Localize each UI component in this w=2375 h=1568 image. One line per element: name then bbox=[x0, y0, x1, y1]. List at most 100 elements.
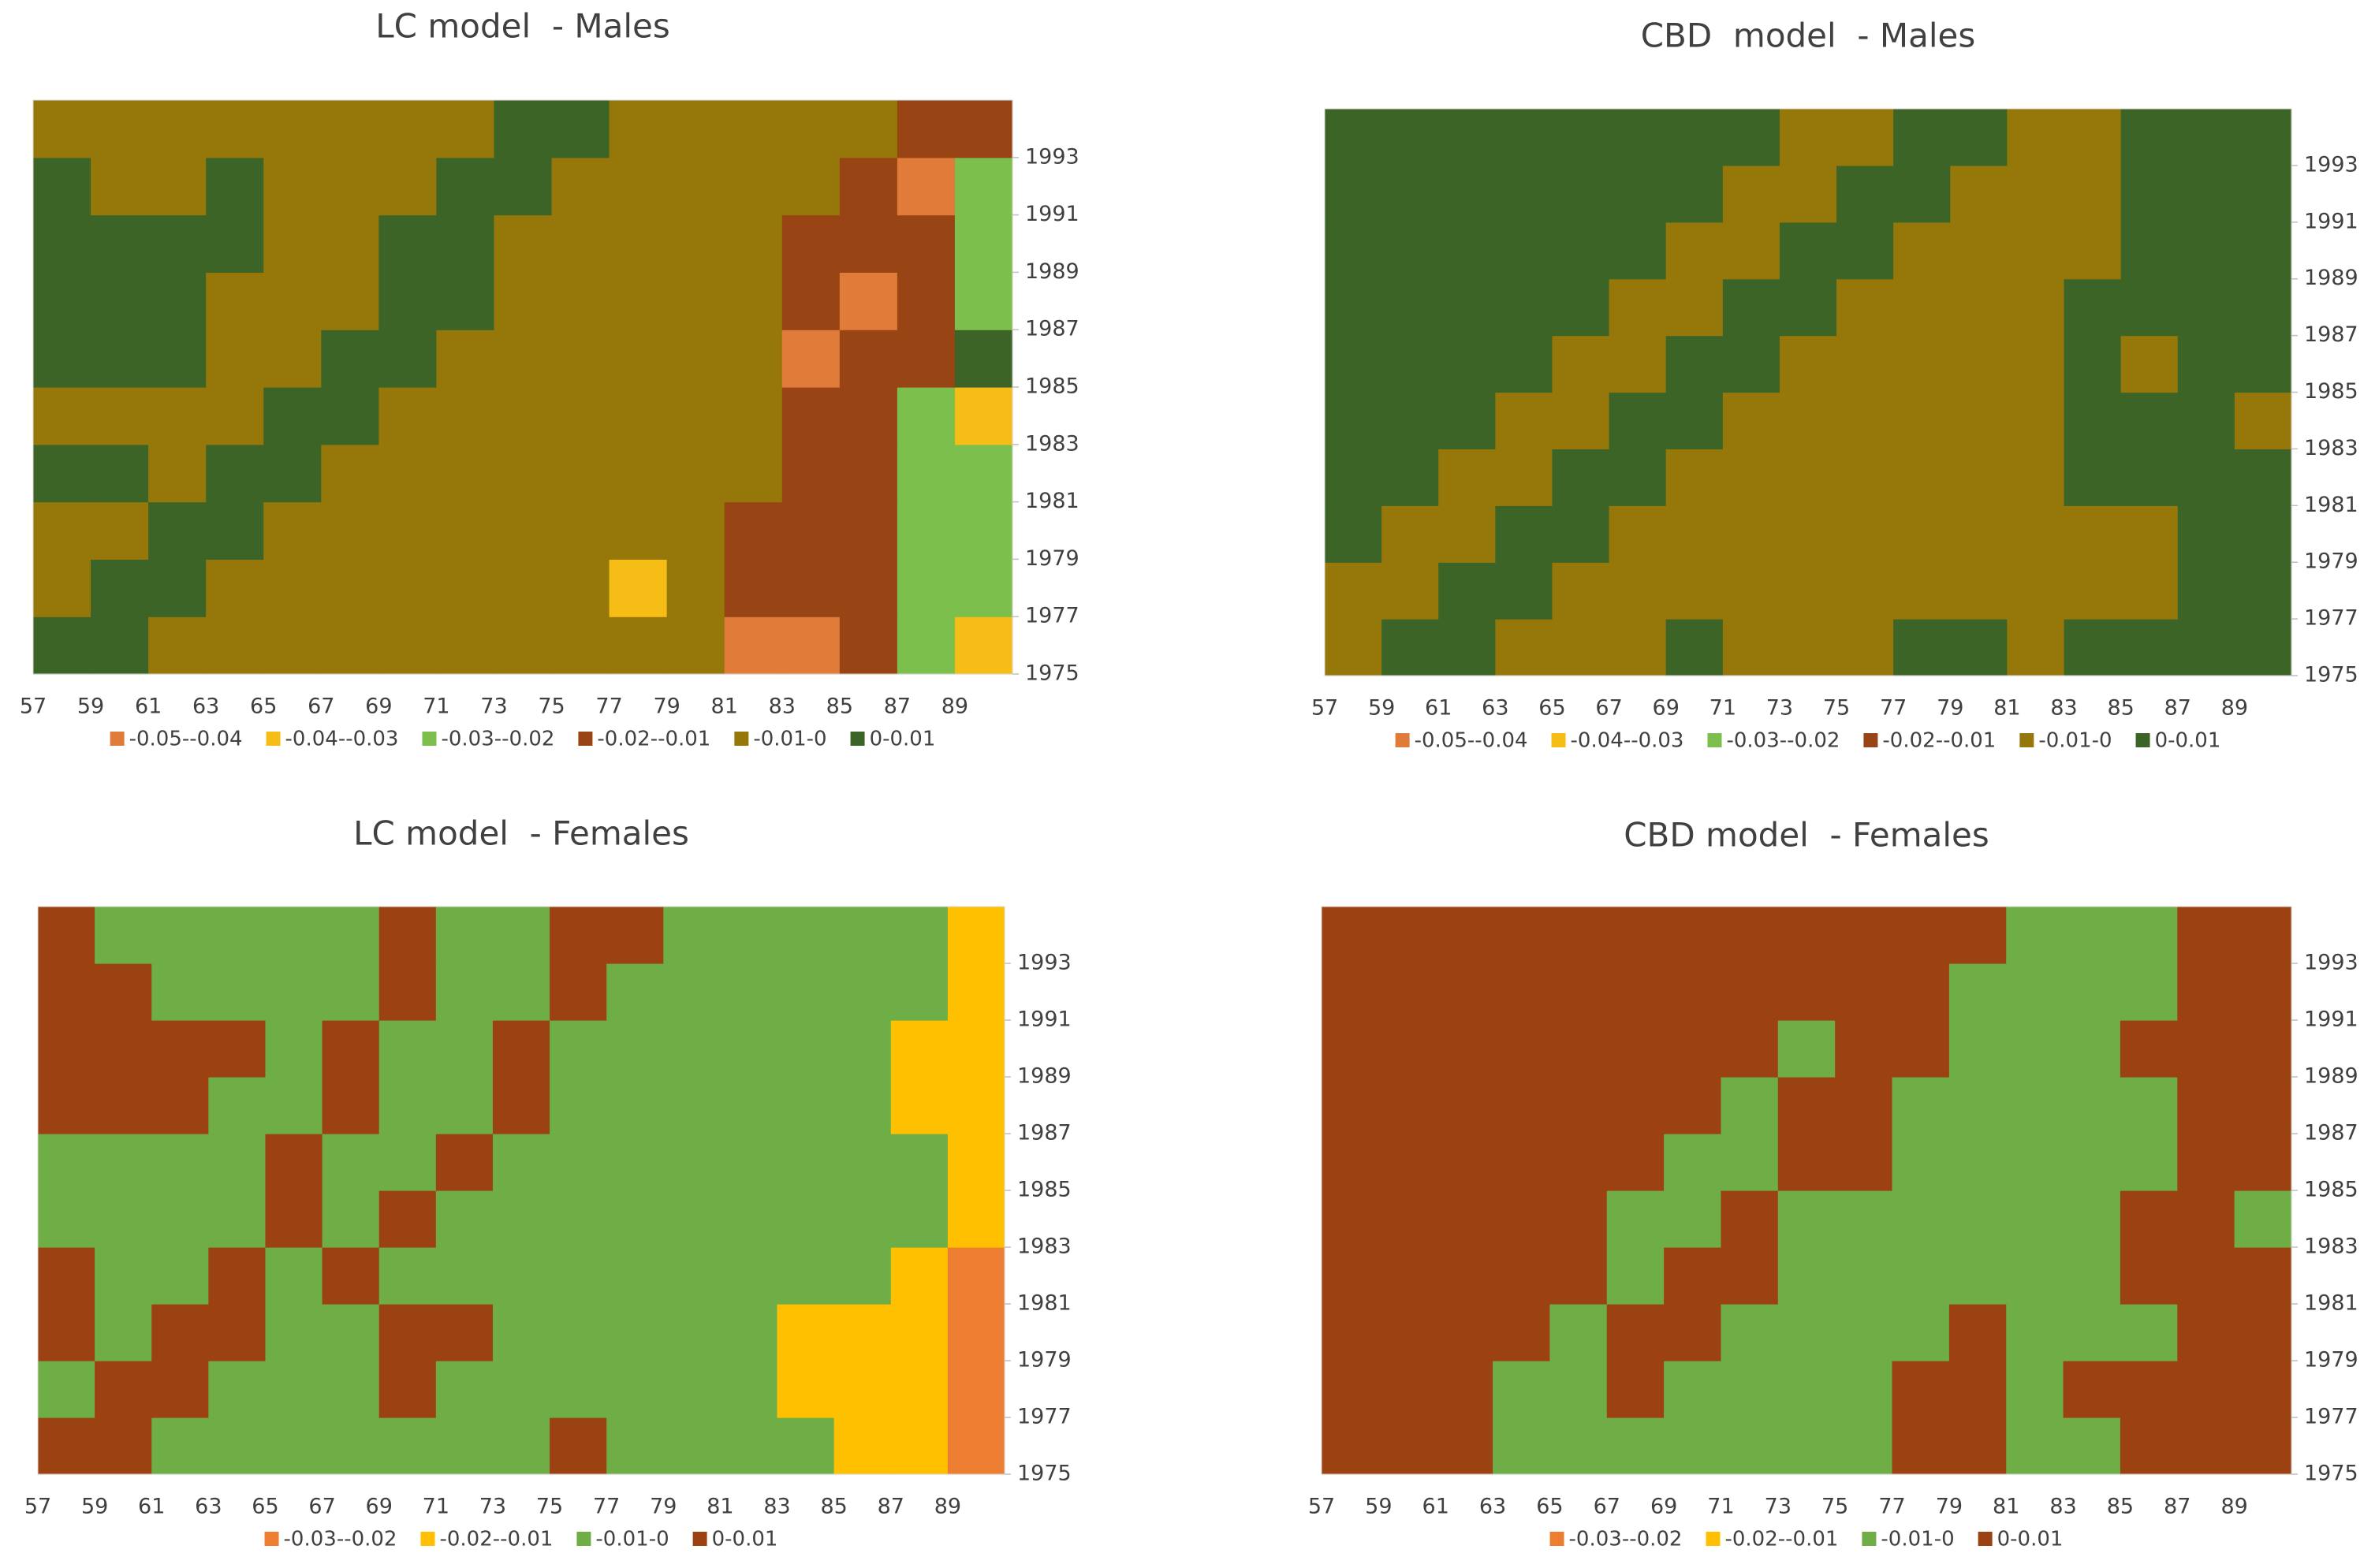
cell bbox=[378, 272, 438, 330]
legend-label: -0.03--0.02 bbox=[284, 1528, 397, 1551]
cell bbox=[436, 330, 495, 388]
cell bbox=[38, 1247, 95, 1305]
cell bbox=[95, 1020, 152, 1078]
legend-swatch bbox=[1862, 1532, 1877, 1546]
cell bbox=[494, 616, 553, 675]
cell bbox=[1892, 1417, 1950, 1475]
cell bbox=[2064, 278, 2122, 337]
cell bbox=[2120, 278, 2179, 337]
cell bbox=[91, 559, 149, 617]
cell bbox=[897, 387, 956, 445]
y-tick-label: 1989 bbox=[2304, 266, 2358, 290]
cell bbox=[436, 157, 495, 216]
cell bbox=[1549, 1077, 1608, 1134]
cell bbox=[1493, 1020, 1551, 1078]
cell bbox=[2177, 165, 2235, 223]
x-tick-label: 77 bbox=[1880, 696, 1907, 721]
cell bbox=[2177, 1020, 2235, 1078]
cell bbox=[1777, 907, 1836, 964]
cell bbox=[1609, 505, 1667, 563]
cell bbox=[2064, 562, 2122, 620]
cell bbox=[33, 616, 91, 675]
cell bbox=[378, 1247, 437, 1305]
cell bbox=[551, 616, 610, 675]
cell bbox=[2234, 619, 2292, 676]
cell bbox=[897, 501, 956, 560]
cell bbox=[1665, 449, 1724, 506]
cell bbox=[663, 1190, 721, 1248]
cell bbox=[2177, 505, 2235, 563]
cell bbox=[208, 907, 267, 964]
cell bbox=[151, 1190, 209, 1248]
cell bbox=[1721, 1304, 1779, 1361]
cell bbox=[33, 501, 91, 560]
cell bbox=[1325, 165, 1382, 223]
cell bbox=[2007, 278, 2065, 337]
cell bbox=[1609, 165, 1667, 223]
cell bbox=[1948, 1417, 2007, 1475]
cell bbox=[777, 1361, 835, 1418]
legend-item: -0.05--0.04 bbox=[1395, 729, 1528, 753]
x-tick-label: 73 bbox=[1765, 1495, 1792, 1519]
cell bbox=[1322, 907, 1379, 964]
cell bbox=[1378, 963, 1437, 1021]
cell bbox=[1495, 109, 1553, 166]
cell bbox=[322, 1247, 380, 1305]
y-tick-label: 1977 bbox=[2304, 606, 2358, 631]
x-tick-label: 81 bbox=[1993, 1495, 2019, 1519]
cell bbox=[2177, 1134, 2235, 1191]
cell bbox=[720, 963, 778, 1021]
cell bbox=[1552, 449, 1610, 506]
cell bbox=[494, 157, 553, 216]
cell bbox=[378, 907, 437, 964]
cell bbox=[550, 963, 607, 1021]
legend-item: -0.03--0.02 bbox=[422, 728, 554, 751]
cell bbox=[1779, 392, 1837, 449]
x-tick-label: 81 bbox=[707, 1495, 733, 1519]
cell bbox=[1950, 278, 2008, 337]
y-tick-label: 1981 bbox=[1017, 1291, 1072, 1316]
cell bbox=[1495, 392, 1553, 449]
cell bbox=[947, 1190, 1005, 1248]
cell bbox=[1493, 1134, 1551, 1191]
cell bbox=[724, 157, 783, 216]
cell bbox=[492, 963, 550, 1021]
cell bbox=[833, 1190, 892, 1248]
cell bbox=[720, 1190, 778, 1248]
cell bbox=[1721, 1417, 1779, 1475]
cell bbox=[1948, 1361, 2007, 1418]
cell bbox=[833, 907, 892, 964]
cell bbox=[781, 444, 841, 503]
cell bbox=[606, 1077, 664, 1134]
y-tick-label: 1977 bbox=[1025, 604, 1079, 628]
cell bbox=[954, 330, 1013, 388]
cell bbox=[2177, 1077, 2235, 1134]
cell bbox=[1378, 1304, 1437, 1361]
cell bbox=[551, 330, 610, 388]
cell bbox=[206, 157, 264, 216]
cell bbox=[1835, 963, 1893, 1021]
cell bbox=[1721, 1247, 1779, 1305]
cell bbox=[897, 214, 956, 273]
cell bbox=[1836, 619, 1894, 676]
legend-swatch bbox=[2019, 733, 2034, 747]
cell bbox=[2120, 1020, 2178, 1078]
cell bbox=[2234, 1417, 2292, 1475]
x-tick-label: 71 bbox=[423, 695, 449, 719]
x-tick-label: 69 bbox=[1650, 1495, 1677, 1519]
cell bbox=[151, 1361, 209, 1418]
cell bbox=[378, 559, 438, 617]
y-tick-label: 1975 bbox=[2304, 1462, 2358, 1486]
cell bbox=[2234, 165, 2292, 223]
cell bbox=[492, 1304, 550, 1361]
cell bbox=[2120, 1077, 2178, 1134]
cell bbox=[2120, 505, 2179, 563]
cell bbox=[833, 1077, 892, 1134]
legend-label: -0.01-0 bbox=[2038, 729, 2112, 753]
cell bbox=[322, 1190, 380, 1248]
x-tick-label: 73 bbox=[1766, 696, 1793, 721]
cell bbox=[492, 1134, 550, 1191]
x-tick-label: 65 bbox=[1538, 696, 1565, 721]
x-tick-label: 89 bbox=[2220, 1495, 2247, 1519]
